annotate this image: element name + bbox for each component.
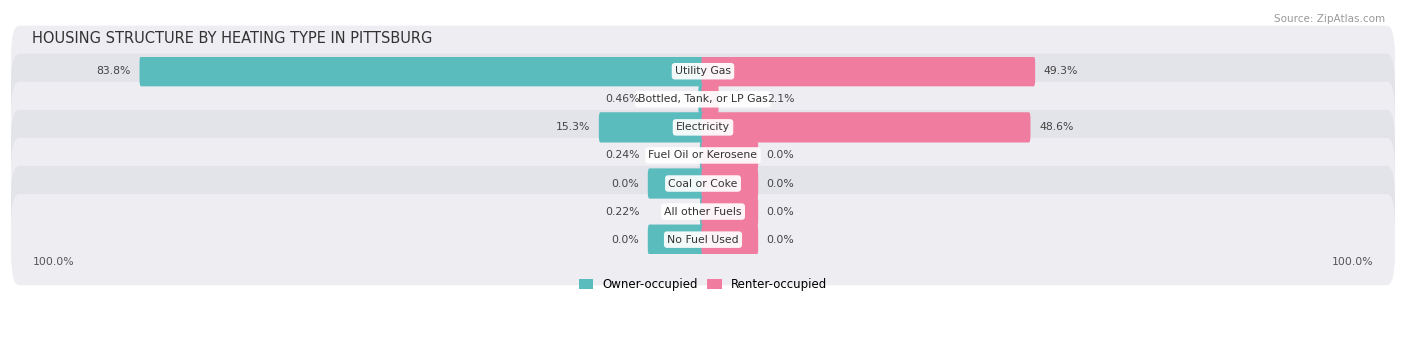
FancyBboxPatch shape bbox=[702, 168, 758, 198]
Text: HOUSING STRUCTURE BY HEATING TYPE IN PITTSBURG: HOUSING STRUCTURE BY HEATING TYPE IN PIT… bbox=[32, 31, 433, 46]
FancyBboxPatch shape bbox=[702, 84, 718, 115]
Text: 0.0%: 0.0% bbox=[766, 235, 794, 244]
FancyBboxPatch shape bbox=[702, 140, 758, 170]
Text: Fuel Oil or Kerosene: Fuel Oil or Kerosene bbox=[648, 150, 758, 160]
Text: 49.3%: 49.3% bbox=[1043, 66, 1078, 76]
FancyBboxPatch shape bbox=[702, 224, 758, 255]
FancyBboxPatch shape bbox=[700, 196, 704, 227]
FancyBboxPatch shape bbox=[648, 224, 704, 255]
Text: 0.24%: 0.24% bbox=[605, 150, 640, 160]
FancyBboxPatch shape bbox=[11, 82, 1395, 173]
Text: No Fuel Used: No Fuel Used bbox=[668, 235, 738, 244]
FancyBboxPatch shape bbox=[11, 26, 1395, 117]
Text: Source: ZipAtlas.com: Source: ZipAtlas.com bbox=[1274, 14, 1385, 24]
Text: All other Fuels: All other Fuels bbox=[664, 207, 742, 217]
Text: Coal or Coke: Coal or Coke bbox=[668, 178, 738, 189]
Text: 2.1%: 2.1% bbox=[766, 94, 794, 104]
FancyBboxPatch shape bbox=[139, 56, 704, 86]
Text: 0.0%: 0.0% bbox=[612, 235, 640, 244]
FancyBboxPatch shape bbox=[11, 138, 1395, 229]
FancyBboxPatch shape bbox=[699, 84, 704, 115]
Text: 0.0%: 0.0% bbox=[766, 207, 794, 217]
Text: 0.0%: 0.0% bbox=[612, 178, 640, 189]
Text: 0.0%: 0.0% bbox=[766, 150, 794, 160]
Text: 0.22%: 0.22% bbox=[605, 207, 640, 217]
FancyBboxPatch shape bbox=[599, 112, 704, 143]
Text: 0.0%: 0.0% bbox=[766, 178, 794, 189]
FancyBboxPatch shape bbox=[11, 166, 1395, 257]
Legend: Owner-occupied, Renter-occupied: Owner-occupied, Renter-occupied bbox=[579, 278, 827, 291]
Text: 83.8%: 83.8% bbox=[97, 66, 131, 76]
Text: 48.6%: 48.6% bbox=[1039, 122, 1073, 132]
Text: Electricity: Electricity bbox=[676, 122, 730, 132]
Text: Bottled, Tank, or LP Gas: Bottled, Tank, or LP Gas bbox=[638, 94, 768, 104]
Text: 15.3%: 15.3% bbox=[555, 122, 591, 132]
FancyBboxPatch shape bbox=[702, 196, 758, 227]
FancyBboxPatch shape bbox=[11, 110, 1395, 201]
Text: 100.0%: 100.0% bbox=[1331, 257, 1374, 267]
FancyBboxPatch shape bbox=[648, 168, 704, 198]
Text: Utility Gas: Utility Gas bbox=[675, 66, 731, 76]
FancyBboxPatch shape bbox=[702, 56, 1035, 86]
Text: 0.46%: 0.46% bbox=[605, 94, 640, 104]
FancyBboxPatch shape bbox=[700, 140, 704, 170]
FancyBboxPatch shape bbox=[702, 112, 1031, 143]
Text: 100.0%: 100.0% bbox=[32, 257, 75, 267]
FancyBboxPatch shape bbox=[11, 54, 1395, 145]
FancyBboxPatch shape bbox=[11, 194, 1395, 285]
